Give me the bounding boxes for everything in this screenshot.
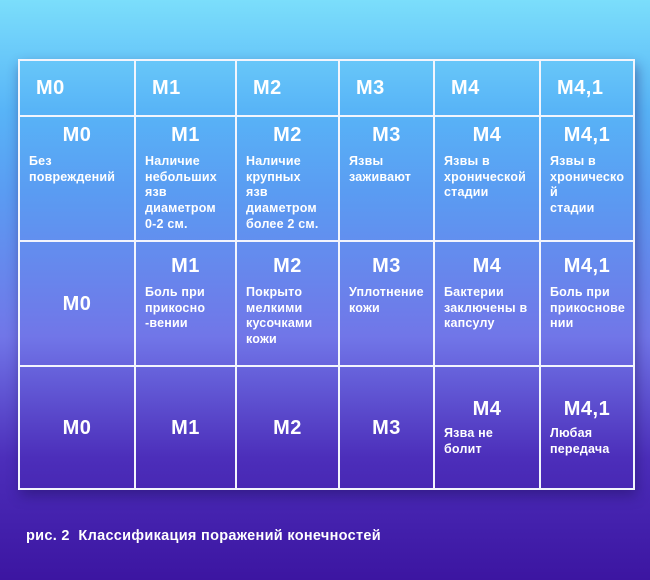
table-cell-r3c3: M3: [340, 367, 435, 488]
table-cell-r1c1: M1 Наличие небольших язв диаметром 0-2 см…: [136, 117, 237, 242]
cell-desc: Боль при прикосновении: [550, 285, 626, 331]
table-cell-r3c0: M0: [20, 367, 136, 488]
table-cell-r0c2: M2: [237, 61, 340, 117]
cell-label: M3: [372, 255, 401, 277]
cell-label: M2: [273, 124, 302, 146]
cell-desc: Боль при прикосно -вении: [145, 285, 206, 331]
cell-label: M2: [273, 416, 302, 439]
cell-label: M4: [472, 124, 502, 146]
table-cell-r1c2: M2 Наличие крупных язв диаметром более 2 …: [237, 117, 340, 242]
table-cell-r2c2: M2 Покрыто мелкими кусочками кожи: [237, 242, 340, 367]
table-cell-r2c1: M1 Боль при прикосно -вении: [136, 242, 237, 367]
cell-desc: Без повреждений: [29, 154, 116, 184]
classification-table: M0 M1 M2 M3 M4 M4,1 M0 Без повреждений M1 Наличие…: [18, 59, 635, 490]
cell-label: M4,1: [563, 255, 611, 277]
cell-label: M1: [171, 416, 200, 439]
table-cell-r3c2: M2: [237, 367, 340, 488]
cell-desc: Наличие крупных язв диаметром более 2 см…: [246, 154, 319, 231]
table-cell-r1c3: M3 Язвы заживают: [340, 117, 435, 242]
cell-label: M1: [171, 255, 200, 277]
cell-label: M4: [472, 255, 502, 277]
cell-desc: Язвы в хронической стадии: [444, 154, 527, 200]
table-cell-r0c5: M4,1: [541, 61, 633, 117]
cell-label: M4,1: [557, 77, 604, 99]
table-cell-r3c1: M1: [136, 367, 237, 488]
cell-label: M4: [451, 77, 480, 99]
cell-label: M2: [273, 255, 302, 277]
table-cell-r1c0: M0 Без повреждений: [20, 117, 136, 242]
table-cell-r0c1: M1: [136, 61, 237, 117]
table-cell-r3c4: M4 Язва не болит: [435, 367, 541, 488]
cell-desc: Покрыто мелкими кусочками кожи: [246, 285, 313, 346]
table-cell-r2c3: M3 Уплотнение кожи: [340, 242, 435, 367]
cell-label: M4,1: [563, 124, 611, 146]
table-cell-r2c0: M0: [20, 242, 136, 367]
cell-label: M3: [372, 416, 401, 439]
cell-desc: Наличие небольших язв диаметром 0-2 см.: [145, 154, 217, 231]
table-cell-r1c5: M4,1 Язвы в хронической стадии: [541, 117, 633, 242]
cell-label: M0: [36, 77, 65, 99]
cell-desc: Уплотнение кожи: [349, 285, 424, 315]
table-cell-r0c4: M4: [435, 61, 541, 117]
table-cell-r0c3: M3: [340, 61, 435, 117]
cell-label: M0: [62, 416, 92, 439]
cell-desc: Язвы в хронической стадии: [550, 154, 625, 215]
cell-label: M1: [171, 124, 200, 146]
table-cell-r2c5: M4,1 Боль при прикосновении: [541, 242, 633, 367]
cell-label: M4,1: [563, 398, 611, 421]
cell-label: M4: [472, 398, 502, 421]
cell-label: M1: [152, 77, 181, 99]
cell-desc: Язвы заживают: [349, 154, 412, 184]
cell-label: M3: [356, 77, 385, 99]
figure-caption: рис. 2 Классификация поражений конечност…: [26, 528, 381, 544]
cell-desc: Язва не болит: [444, 426, 494, 456]
cell-label: M2: [253, 77, 282, 99]
cell-desc: Любая передача: [550, 426, 610, 456]
cell-desc: Бактерии заключены в капсулу: [444, 285, 528, 331]
table-cell-r3c5: M4,1 Любая передача: [541, 367, 633, 488]
table-cell-r0c0: M0: [20, 61, 136, 117]
table-cell-r1c4: M4 Язвы в хронической стадии: [435, 117, 541, 242]
cell-label: M0: [62, 292, 92, 315]
table-cell-r2c4: M4 Бактерии заключены в капсулу: [435, 242, 541, 367]
cell-label: M0: [62, 124, 92, 146]
cell-label: M3: [372, 124, 401, 146]
